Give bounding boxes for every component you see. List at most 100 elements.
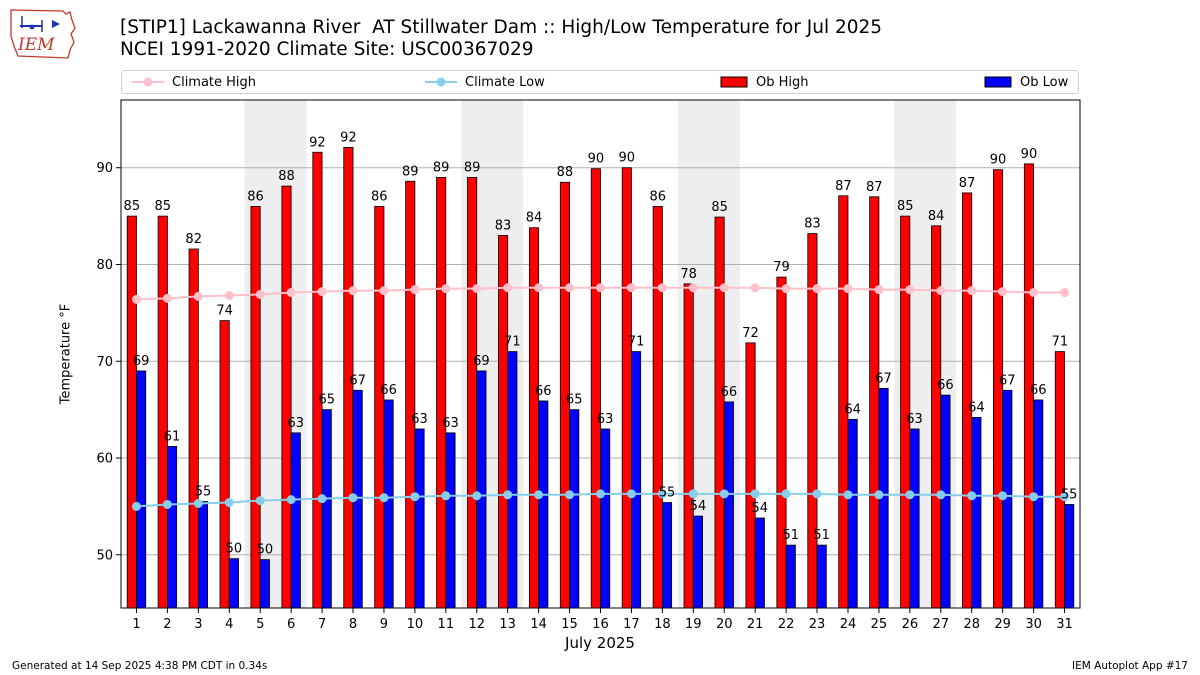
climate-high-point	[750, 283, 760, 293]
climate-high-point	[317, 287, 327, 297]
legend-label: Ob Low	[1020, 74, 1069, 90]
climate-low-point	[255, 496, 265, 506]
logo-text: IEM	[17, 35, 55, 55]
climate-low-point	[657, 489, 667, 499]
climate-low-point	[224, 498, 234, 508]
ob-high-value-label: 85	[154, 199, 171, 214]
ob-high-bar	[312, 151, 323, 609]
ob-high-bar	[931, 225, 942, 609]
ob-high-value-label: 72	[742, 326, 759, 341]
y-tick-label: 90	[96, 161, 113, 176]
ob-low-bar	[259, 559, 270, 609]
ob-low-value-label: 66	[937, 378, 954, 393]
climate-high-point	[379, 286, 389, 296]
x-tick-label: 16	[592, 617, 609, 632]
x-tick-label: 2	[163, 617, 171, 632]
y-tick-label: 50	[96, 548, 113, 563]
ob-high-value-label: 85	[897, 199, 914, 214]
ob-high-value-label: 90	[588, 152, 605, 167]
ob-high-value-label: 90	[619, 151, 636, 166]
ob-low-bar	[847, 418, 858, 609]
ob-low-bar	[228, 558, 239, 609]
x-tick-label: 24	[840, 617, 857, 632]
y-tick-label: 70	[96, 355, 113, 370]
ob-high-value-label: 87	[866, 180, 883, 195]
ob-low-value-label: 55	[1061, 487, 1078, 502]
chart-title: [STIP1] Lackawanna River AT Stillwater D…	[120, 17, 882, 61]
climate-high-point	[719, 283, 729, 293]
climate-high-point	[657, 283, 667, 293]
ob-low-bar	[290, 432, 301, 609]
climate-low-point	[441, 491, 451, 501]
climate-high-point	[781, 284, 791, 294]
ob-high-value-label: 87	[835, 179, 852, 194]
ob-low-bar	[600, 428, 611, 609]
x-tick-label: 25	[871, 617, 888, 632]
climate-high-point	[565, 283, 575, 293]
ob-low-value-label: 65	[566, 393, 583, 408]
climate-high-point	[874, 285, 884, 295]
ob-low-bar	[476, 370, 487, 609]
ob-high-swatch-icon	[720, 76, 748, 88]
x-tick-label: 31	[1056, 617, 1073, 632]
x-tick-label: 14	[530, 617, 547, 632]
ob-high-bar	[714, 216, 725, 609]
x-tick-label: 26	[902, 617, 919, 632]
ob-low-value-label: 63	[597, 412, 614, 427]
climate-low-point	[843, 490, 853, 500]
climate-low-point	[596, 489, 605, 499]
x-tick-label: 18	[654, 617, 671, 632]
climate-low-point	[286, 495, 296, 505]
x-tick-label: 5	[256, 617, 264, 632]
climate-high-point	[843, 284, 853, 294]
x-tick-label: 12	[468, 617, 485, 632]
x-tick-label: 7	[318, 617, 326, 632]
climate-low-point	[534, 490, 544, 500]
climate-low-marker-icon	[425, 77, 457, 87]
ob-low-bar	[692, 515, 703, 609]
climate-low-point	[936, 490, 946, 500]
ob-high-value-label: 90	[990, 153, 1007, 168]
legend-item-ob-high: Ob High	[720, 71, 809, 93]
x-tick-label: 13	[499, 617, 516, 632]
ob-low-value-label: 69	[133, 354, 150, 369]
x-tick-label: 17	[623, 617, 640, 632]
climate-low-point	[379, 493, 389, 503]
ob-low-value-label: 66	[535, 384, 552, 399]
climate-high-point	[255, 289, 265, 299]
legend-item-ob-low: Ob Low	[984, 71, 1068, 93]
ob-high-value-label: 89	[402, 164, 419, 179]
ob-low-bar	[754, 517, 765, 609]
ob-high-value-label: 83	[495, 218, 512, 233]
ob-low-value-label: 50	[226, 542, 243, 557]
ob-high-value-label: 82	[185, 232, 202, 247]
ob-high-value-label: 89	[464, 160, 481, 175]
ob-high-value-label: 84	[928, 209, 945, 224]
ob-high-bar	[374, 206, 385, 609]
ob-low-value-label: 63	[288, 416, 305, 431]
y-tick-label: 80	[96, 258, 113, 273]
climate-high-point	[441, 284, 451, 294]
ob-low-bar	[507, 351, 518, 609]
chart-legend: Climate High Climate Low Ob High Ob Low	[121, 70, 1079, 94]
ob-low-bar	[661, 502, 673, 609]
ob-high-bar	[219, 320, 230, 609]
ob-high-value-label: 89	[433, 160, 450, 175]
climate-high-point	[812, 284, 822, 294]
ob-high-value-label: 90	[1021, 147, 1038, 162]
ob-high-value-label: 88	[557, 165, 574, 180]
ob-high-bar	[1054, 351, 1065, 609]
ob-high-bar	[405, 180, 416, 609]
ob-low-bar	[1064, 504, 1075, 609]
climate-low-point	[812, 489, 822, 499]
legend-item-climate-high: Climate High	[132, 71, 256, 93]
climate-low-point	[131, 501, 141, 511]
climate-high-point	[1060, 288, 1070, 298]
ob-low-value-label: 71	[628, 335, 645, 350]
x-tick-label: 19	[685, 617, 702, 632]
ob-low-bar	[414, 428, 425, 609]
x-tick-label: 6	[287, 617, 295, 632]
ob-high-value-label: 85	[711, 200, 728, 215]
ob-high-value-label: 74	[216, 304, 233, 319]
ob-low-value-label: 50	[257, 543, 274, 558]
